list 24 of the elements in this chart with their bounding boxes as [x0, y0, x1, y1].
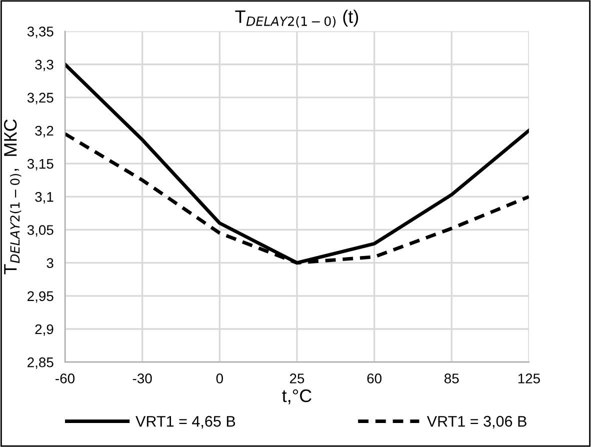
legend-label: VRT1 = 3,06 В: [426, 416, 526, 429]
y-tick-label: 2,9: [35, 324, 54, 336]
x-tick-label: 85: [444, 374, 459, 384]
x-axis-title: t,°C: [282, 389, 312, 404]
x-tick-label: -30: [132, 374, 152, 384]
y-tick-label: 2,85: [28, 357, 54, 369]
y-tick-label: 3,35: [27, 26, 54, 38]
x-tick-label: 0: [216, 374, 223, 384]
y-tick-label: 3,25: [27, 92, 54, 104]
y-tick-label: 2,95: [28, 291, 54, 303]
y-tick-label: 3,3: [35, 60, 54, 72]
y-tick-label: 3,1: [35, 192, 54, 204]
y-tick-label: 3,05: [27, 225, 54, 237]
y-tick-label: 3,15: [27, 158, 54, 170]
y-tick-label: 3: [46, 258, 54, 268]
x-tick-label: -60: [56, 374, 75, 384]
x-tick-label: 60: [367, 374, 382, 384]
y-axis-title: T$_{DELAY2(1−0)}$, МКС: [4, 119, 22, 274]
chart-title: T$_{DELAY2(1−0)}$ (t): [235, 10, 358, 28]
x-tick-label: 25: [290, 374, 304, 384]
legend-label: VRT1 = 4,65 В: [136, 416, 236, 429]
y-tick-label: 3,2: [35, 126, 54, 138]
x-tick-label: 125: [518, 374, 540, 384]
line-series: [65, 62, 529, 265]
